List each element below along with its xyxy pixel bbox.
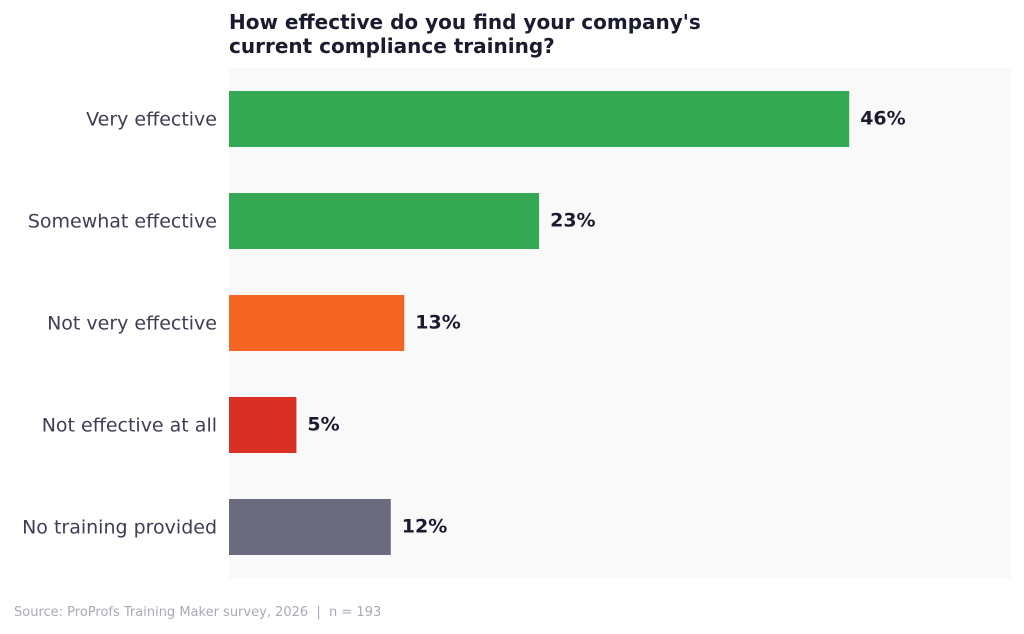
chart-title: How effective do you find your company's… (229, 10, 701, 58)
y-tick-label: Not effective at all (42, 415, 217, 437)
y-tick-label: Somewhat effective (28, 211, 217, 233)
value-label: 13% (415, 312, 460, 334)
bar (229, 499, 391, 555)
value-label: 46% (860, 108, 905, 130)
y-tick-label: Very effective (86, 109, 217, 131)
value-label: 23% (550, 210, 595, 232)
bar (229, 91, 850, 147)
y-tick-label: Not very effective (47, 313, 217, 335)
bar (229, 295, 405, 351)
y-tick-label: No training provided (22, 517, 217, 539)
value-label: 12% (402, 516, 447, 538)
source-note: Source: ProProfs Training Maker survey, … (14, 605, 382, 620)
value-label: 5% (307, 414, 339, 436)
bar (229, 397, 297, 453)
bar (229, 193, 540, 249)
